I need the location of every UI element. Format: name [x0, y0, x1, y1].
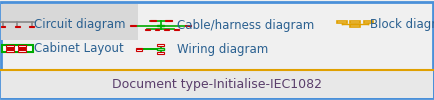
- Bar: [18, 45, 26, 47]
- Bar: [6, 45, 14, 47]
- Bar: [337, 21, 346, 23]
- Text: Cable/harness diagram: Cable/harness diagram: [177, 19, 314, 32]
- Bar: [157, 25, 164, 26]
- Bar: [164, 29, 169, 30]
- Text: Document type-Initialise-IEC1082: Document type-Initialise-IEC1082: [112, 78, 322, 91]
- Bar: [1, 70, 433, 98]
- Bar: [6, 48, 14, 49]
- Bar: [6, 50, 14, 52]
- Bar: [30, 26, 34, 27]
- Text: Cabinet Layout: Cabinet Layout: [34, 42, 124, 55]
- Text: Circuit diagram: Circuit diagram: [34, 18, 125, 31]
- Bar: [174, 29, 179, 30]
- Bar: [1, 26, 5, 27]
- Bar: [136, 48, 142, 49]
- Bar: [150, 20, 156, 21]
- Bar: [15, 26, 20, 27]
- Bar: [155, 29, 159, 30]
- Bar: [136, 49, 142, 51]
- Bar: [157, 48, 164, 50]
- Bar: [130, 25, 136, 26]
- Bar: [350, 25, 360, 27]
- Bar: [18, 50, 26, 52]
- Bar: [145, 29, 150, 30]
- Text: Block diagram: Block diagram: [370, 18, 434, 31]
- Bar: [18, 48, 26, 49]
- Bar: [2, 45, 33, 52]
- Bar: [364, 21, 373, 23]
- Bar: [185, 25, 191, 26]
- Bar: [1, 4, 138, 40]
- Bar: [165, 20, 171, 21]
- Text: Wiring diagram: Wiring diagram: [177, 42, 268, 56]
- Bar: [350, 21, 360, 23]
- Bar: [157, 44, 164, 46]
- Bar: [157, 52, 164, 54]
